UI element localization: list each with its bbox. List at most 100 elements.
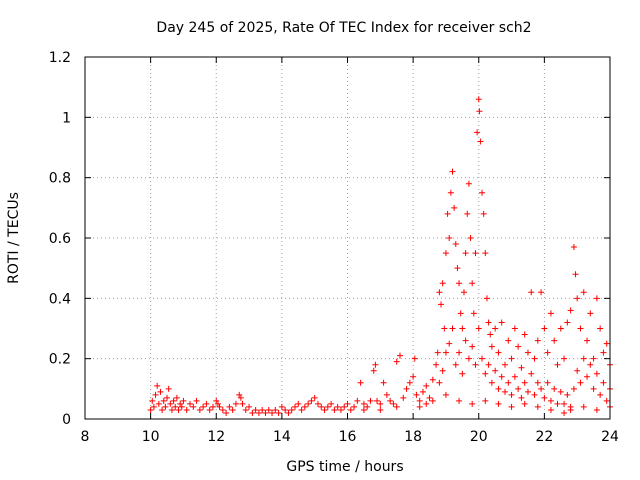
data-point: [551, 385, 558, 392]
data-point: [541, 325, 548, 332]
data-point: [413, 391, 420, 398]
data-point: [508, 391, 515, 398]
y-axis: 0 0.2 0.4 0.6 0.8 1 1.2: [49, 50, 610, 428]
data-point: [603, 340, 610, 347]
data-point: [457, 310, 464, 317]
data-point: [590, 355, 597, 362]
data-point: [209, 403, 216, 410]
data-point: [538, 289, 545, 296]
data-point: [438, 301, 445, 308]
data-point: [196, 406, 203, 413]
data-point: [447, 189, 454, 196]
data-point: [524, 388, 531, 395]
data-point: [449, 325, 456, 332]
data-point: [502, 361, 508, 368]
y-tick-label: 0: [62, 412, 71, 428]
data-point: [469, 280, 476, 287]
data-point: [580, 403, 587, 410]
data-point: [255, 409, 262, 416]
data-point: [452, 361, 459, 368]
data-point: [341, 403, 348, 410]
data-point: [223, 409, 230, 416]
data-point: [465, 180, 472, 187]
data-point: [528, 289, 535, 296]
data-point: [157, 388, 164, 395]
data-point: [200, 403, 207, 410]
data-point: [377, 400, 384, 407]
data-point: [547, 310, 554, 317]
data-point: [301, 403, 308, 410]
y-tick-label: 1: [62, 110, 71, 126]
data-point: [400, 394, 407, 401]
data-point: [406, 379, 413, 386]
data-point: [511, 373, 518, 380]
data-point: [159, 406, 166, 413]
data-point: [173, 394, 180, 401]
data-point: [587, 361, 594, 368]
data-point: [175, 406, 182, 413]
data-point: [370, 367, 377, 374]
data-point: [446, 340, 453, 347]
data-point: [574, 295, 581, 302]
data-point: [508, 355, 515, 362]
data-point: [472, 250, 479, 257]
data-point: [593, 406, 600, 413]
data-point: [314, 400, 321, 407]
data-point: [603, 397, 610, 404]
data-point: [472, 361, 479, 368]
data-point: [534, 379, 541, 386]
data-point: [177, 400, 184, 407]
data-point: [380, 379, 387, 386]
data-point: [249, 409, 256, 416]
data-point: [439, 367, 446, 374]
data-point: [423, 400, 430, 407]
data-point: [534, 337, 541, 344]
data-point: [495, 385, 502, 392]
data-point: [600, 379, 607, 386]
data-point: [518, 364, 525, 371]
data-point: [541, 394, 548, 401]
data-point: [219, 406, 226, 413]
data-point: [272, 406, 279, 413]
data-point: [574, 367, 581, 374]
data-point: [459, 370, 466, 377]
data-point: [482, 250, 489, 257]
data-point: [193, 397, 200, 404]
data-point: [462, 337, 469, 344]
data-point: [318, 403, 325, 410]
data-point: [538, 385, 545, 392]
data-point: [170, 397, 177, 404]
y-tick-label: 0.8: [49, 171, 71, 187]
data-point: [203, 400, 210, 407]
x-tick-label: 8: [81, 429, 90, 445]
data-point: [390, 400, 397, 407]
y-tick-label: 0.2: [49, 352, 71, 368]
data-point: [580, 355, 587, 362]
data-point: [433, 361, 440, 368]
data-point: [475, 96, 482, 103]
data-point: [476, 108, 483, 115]
data-point: [152, 391, 159, 398]
data-point: [492, 367, 499, 374]
data-point: [534, 403, 541, 410]
data-point: [252, 406, 259, 413]
data-point: [167, 400, 174, 407]
data-point: [498, 373, 505, 380]
data-point: [411, 355, 418, 362]
x-tick-label: 22: [535, 429, 553, 445]
grid-lines: [85, 57, 610, 419]
data-point: [482, 397, 489, 404]
data-point: [162, 403, 169, 410]
x-axis: 8 10 12 14 16 18 20 22 24: [81, 57, 619, 445]
x-axis-label: GPS time / hours: [286, 459, 403, 475]
data-point: [383, 391, 390, 398]
data-point: [187, 400, 193, 407]
data-point: [587, 310, 594, 317]
data-point: [372, 361, 379, 368]
data-point: [328, 400, 335, 407]
data-point: [442, 250, 449, 257]
data-point: [464, 210, 471, 217]
data-point: [429, 376, 436, 383]
data-point: [511, 325, 518, 332]
data-point: [229, 406, 236, 413]
